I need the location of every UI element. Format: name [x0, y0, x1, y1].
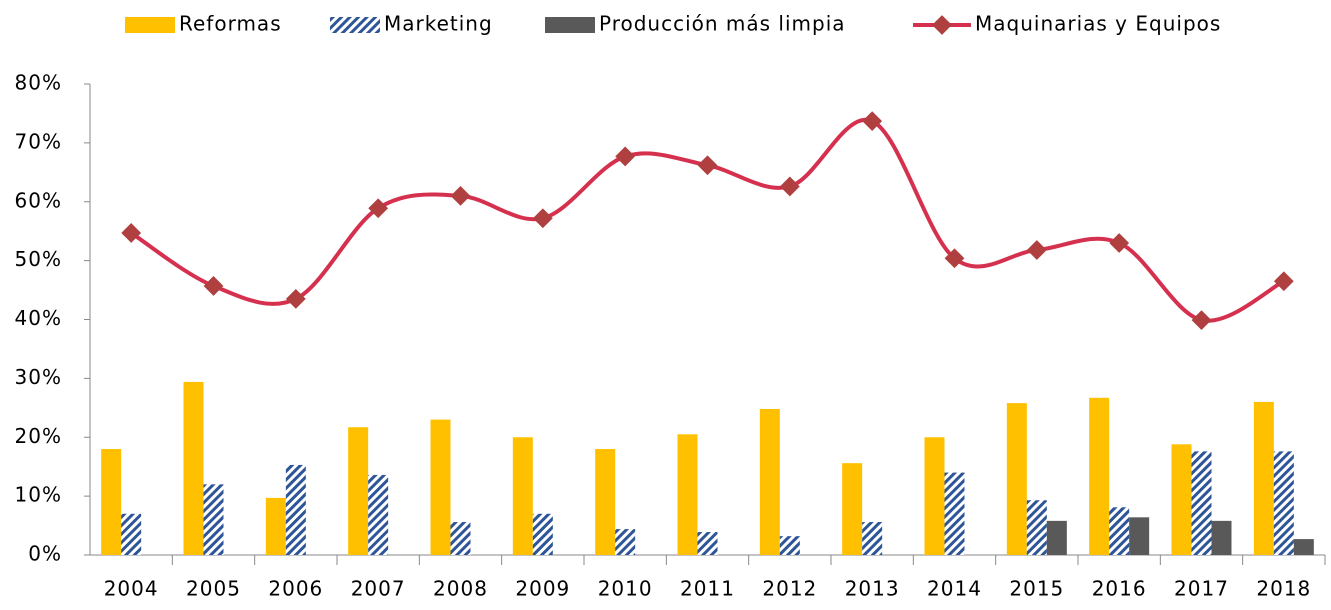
marker	[121, 223, 142, 243]
bar	[944, 472, 965, 555]
marker	[203, 276, 224, 296]
y-tick-label: 80%	[15, 71, 62, 95]
bar	[1293, 539, 1314, 555]
x-tick-label: 2011	[680, 577, 735, 601]
bar	[924, 437, 945, 555]
bar	[862, 522, 883, 555]
bar	[697, 532, 718, 555]
x-tick-label: 2016	[1092, 577, 1147, 601]
marker	[532, 208, 553, 229]
bar	[1129, 517, 1150, 555]
x-tick-label: 2006	[268, 577, 323, 601]
marker	[779, 176, 800, 197]
y-tick-label: 30%	[15, 365, 62, 389]
marker	[615, 146, 636, 167]
y-tick-label: 40%	[15, 306, 62, 330]
x-tick-label: 2015	[1009, 577, 1064, 601]
bar	[1089, 397, 1110, 555]
marker	[1109, 233, 1130, 253]
bar	[348, 427, 369, 555]
x-tick-label: 2017	[1174, 577, 1229, 601]
bar	[615, 529, 636, 555]
bar	[759, 408, 780, 555]
x-tick-label: 2009	[515, 577, 570, 601]
legend-label: Maquinarias y Equipos	[975, 12, 1221, 36]
bar	[1253, 401, 1274, 555]
bar	[1191, 451, 1212, 555]
bar	[1171, 444, 1192, 555]
bar	[368, 474, 389, 555]
bar	[532, 513, 553, 555]
y-tick-label: 10%	[15, 483, 62, 507]
x-tick-label: 2018	[1256, 577, 1311, 601]
x-tick-label: 2013	[845, 577, 900, 601]
legend-swatch	[545, 17, 595, 33]
legend-label: Producción más limpia	[599, 12, 846, 36]
bar	[183, 381, 204, 555]
y-tick-label: 0%	[28, 542, 62, 566]
bar	[265, 497, 286, 555]
bar	[1026, 500, 1047, 555]
bar	[430, 419, 451, 555]
bar	[101, 449, 122, 555]
y-tick-label: 50%	[15, 247, 62, 271]
x-tick-label: 2010	[598, 577, 653, 601]
x-tick-label: 2008	[433, 577, 488, 601]
bar	[285, 464, 306, 555]
bar	[595, 449, 616, 555]
bar	[512, 437, 533, 555]
x-tick-label: 2007	[351, 577, 406, 601]
marker	[368, 198, 389, 219]
bar	[1006, 403, 1027, 555]
legend-label: Reformas	[179, 12, 282, 36]
y-tick-label: 20%	[15, 424, 62, 448]
marker	[1191, 310, 1212, 330]
legend-marker	[932, 15, 952, 35]
x-tick-label: 2012	[762, 577, 817, 601]
marker	[1273, 271, 1294, 292]
marker	[1026, 240, 1047, 260]
bar	[450, 522, 471, 555]
x-tick-label: 2005	[186, 577, 241, 601]
y-tick-label: 60%	[15, 188, 62, 212]
bar	[203, 484, 224, 555]
marker	[944, 248, 965, 269]
x-tick-label: 2014	[927, 577, 982, 601]
bar	[1273, 451, 1294, 555]
line	[130, 117, 1285, 323]
bar	[1211, 520, 1232, 555]
bar	[1109, 507, 1130, 555]
bar	[1046, 520, 1067, 555]
marker	[697, 155, 718, 176]
bar	[779, 536, 800, 555]
x-tick-label: 2004	[104, 577, 159, 601]
marker	[285, 288, 306, 309]
y-tick-label: 70%	[15, 129, 62, 153]
legend-swatch	[125, 17, 175, 33]
bar	[121, 513, 142, 555]
bar	[677, 434, 698, 555]
marker	[450, 185, 471, 206]
legend-swatch	[330, 17, 380, 33]
legend-label: Marketing	[384, 12, 493, 36]
bar	[842, 463, 863, 555]
